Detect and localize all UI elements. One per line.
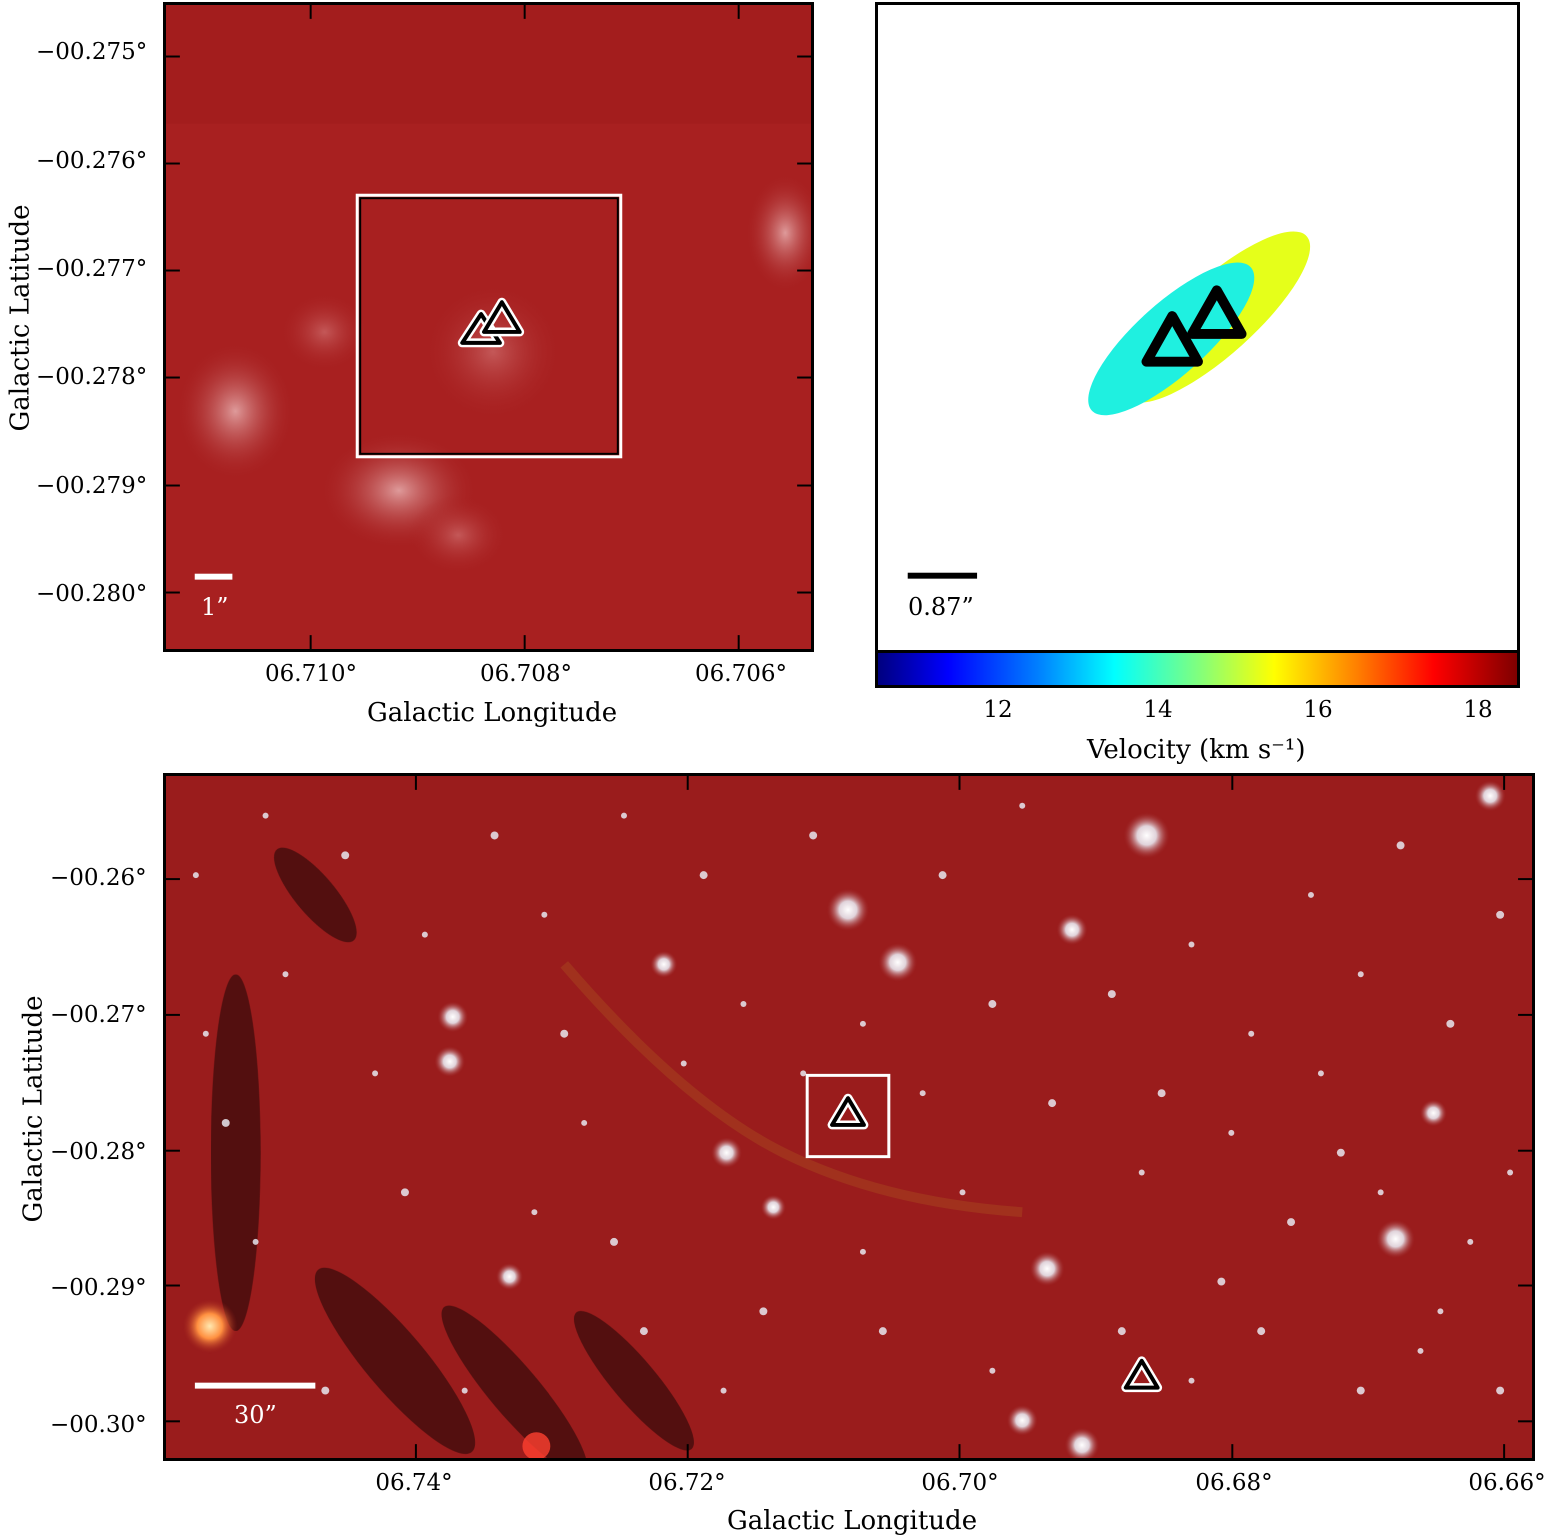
source-marker-2 bbox=[1187, 285, 1247, 339]
x-tick-label: 06.66° bbox=[1468, 1470, 1546, 1496]
x-tick-label: 06.68° bbox=[1195, 1470, 1273, 1496]
zoom-image bbox=[166, 5, 811, 649]
colorbar-tick-label: 14 bbox=[1143, 697, 1173, 723]
y-tick-label: −00.26° bbox=[50, 865, 147, 891]
colorbar-tick-label: 12 bbox=[983, 697, 1013, 723]
x-tick-label: 06.74° bbox=[375, 1470, 453, 1496]
colorbar-title: Velocity (km s⁻¹) bbox=[1087, 735, 1306, 765]
y-tick-label: −00.275° bbox=[36, 39, 148, 65]
x-tick-label: 06.710° bbox=[265, 661, 357, 687]
y-tick-label: −00.279° bbox=[36, 473, 148, 499]
y-tick-label: −00.28° bbox=[50, 1139, 147, 1165]
x-tick-label: 06.70° bbox=[921, 1470, 999, 1496]
scale-bar-label: 30” bbox=[234, 1401, 277, 1429]
velocity-ellipse-panel: 0.87” bbox=[875, 2, 1520, 653]
colorbar-tick-label: 16 bbox=[1303, 697, 1333, 723]
x-axis-title: Galactic Longitude bbox=[727, 1506, 978, 1536]
source-marker-2 bbox=[479, 297, 525, 337]
y-tick-label: −00.276° bbox=[36, 148, 148, 174]
scale-bar-label: 1” bbox=[201, 593, 229, 621]
y-tick-label: −00.27° bbox=[50, 1002, 147, 1028]
x-tick-label: 06.706° bbox=[695, 661, 787, 687]
velocity-ellipse-plot bbox=[907, 231, 1311, 579]
y-axis-title: Galactic Latitude bbox=[5, 204, 36, 432]
velocity-colorbar bbox=[875, 650, 1520, 688]
y-tick-label: −00.280° bbox=[36, 581, 148, 607]
y-tick-label: −00.277° bbox=[36, 256, 148, 282]
source-marker-2 bbox=[1121, 1356, 1163, 1393]
y-tick-label: −00.278° bbox=[36, 364, 148, 390]
source-marker-1 bbox=[1141, 311, 1203, 367]
wide-field-image bbox=[166, 776, 1532, 1458]
y-tick-label: −00.30° bbox=[50, 1412, 147, 1438]
y-tick-label: −00.29° bbox=[50, 1275, 147, 1301]
colorbar-tick-label: 18 bbox=[1463, 697, 1493, 723]
wide-field-image-panel: 30” bbox=[163, 773, 1535, 1461]
zoom-image-panel: 1” bbox=[163, 2, 814, 652]
x-axis-title: Galactic Longitude bbox=[367, 698, 618, 728]
x-tick-label: 06.72° bbox=[648, 1470, 726, 1496]
scale-bar-label: 0.87” bbox=[908, 593, 974, 621]
y-axis-title: Galactic Latitude bbox=[18, 995, 49, 1223]
source-marker-1 bbox=[827, 1093, 869, 1130]
x-tick-label: 06.708° bbox=[480, 661, 572, 687]
